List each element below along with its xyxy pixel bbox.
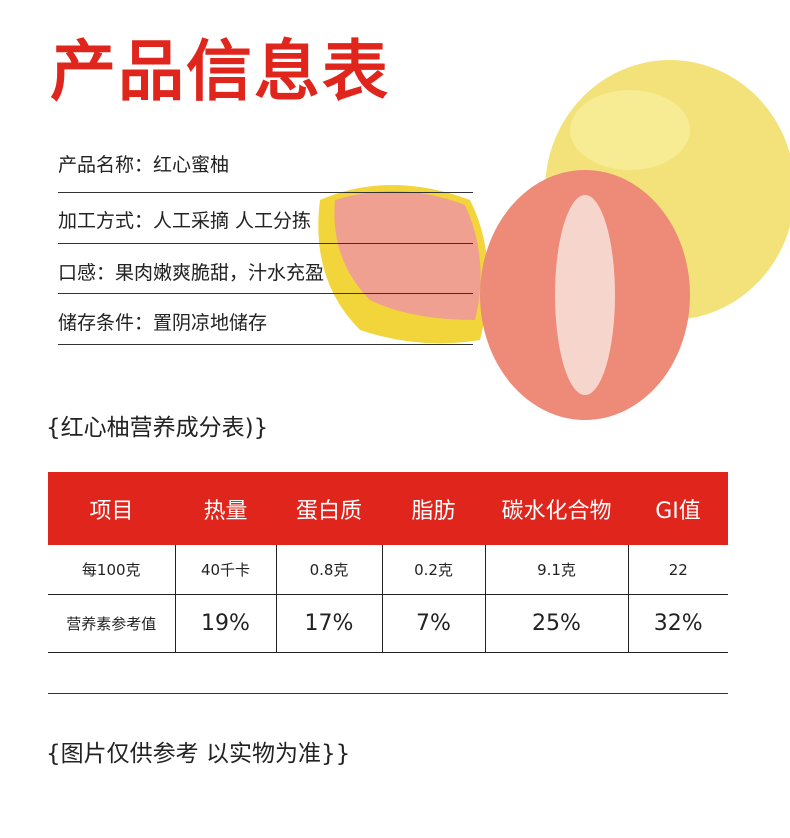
page-title: 产品信息表 xyxy=(50,33,390,110)
table-cell: 19% xyxy=(174,594,276,653)
divider xyxy=(58,192,473,193)
table-cell: 7% xyxy=(381,594,485,653)
info-processing: 加工方式：人工采摘 人工分拣 xyxy=(58,210,312,232)
header-cell: 项目 xyxy=(48,472,175,545)
pomelo-segment-pith xyxy=(555,195,615,395)
half-pomelo-flesh xyxy=(334,191,481,320)
divider xyxy=(58,344,473,345)
info-product-name: 产品名称：红心蜜柚 xyxy=(58,154,230,176)
nutrition-title: {红心柚营养成分表)} xyxy=(46,415,269,441)
table-cell: 32% xyxy=(627,594,728,653)
pomelo-image xyxy=(318,60,790,420)
table-cell: 营养素参考值 xyxy=(48,594,175,653)
table-cell: 40千卡 xyxy=(174,545,276,595)
header-cell: 脂肪 xyxy=(382,472,485,545)
table-cell: 9.1克 xyxy=(484,545,628,595)
header-cell: 碳水化合物 xyxy=(485,472,628,545)
info-taste: 口感：果肉嫩爽脆甜，汁水充盈 xyxy=(58,262,325,284)
header-cell: GI值 xyxy=(628,472,728,545)
table-cell: 17% xyxy=(275,594,382,653)
table-row: 每100克 40千卡 0.8克 0.2克 9.1克 22 xyxy=(48,545,728,595)
table-header: 项目 热量 蛋白质 脂肪 碳水化合物 GI值 xyxy=(48,472,728,545)
nutrition-table: 项目 热量 蛋白质 脂肪 碳水化合物 GI值 每100克 40千卡 0.8克 0… xyxy=(48,472,728,653)
table-cell: 22 xyxy=(627,545,728,595)
divider xyxy=(58,243,473,244)
header-cell: 热量 xyxy=(175,472,276,545)
table-row: 营养素参考值 19% 17% 7% 25% 32% xyxy=(48,594,728,653)
footer-note: {图片仅供参考 以实物为准}} xyxy=(46,741,351,767)
header-cell: 蛋白质 xyxy=(276,472,382,545)
table-cell: 每100克 xyxy=(48,545,175,595)
table-cell: 0.8克 xyxy=(275,545,382,595)
whole-pomelo-highlight xyxy=(570,90,690,170)
table-cell: 25% xyxy=(484,594,628,653)
info-storage: 储存条件：置阴凉地储存 xyxy=(58,312,268,334)
divider xyxy=(58,293,473,294)
divider xyxy=(48,693,728,694)
table-cell: 0.2克 xyxy=(381,545,485,595)
